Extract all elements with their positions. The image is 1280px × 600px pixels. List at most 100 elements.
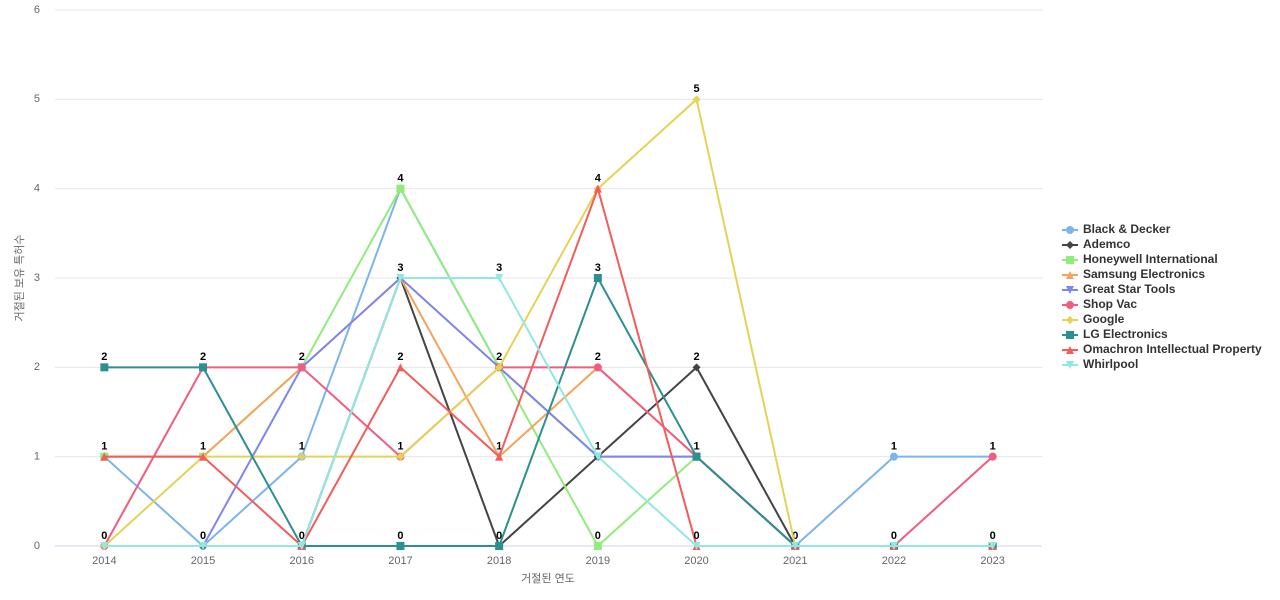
point (396, 184, 405, 193)
point (988, 452, 997, 461)
point (889, 452, 898, 461)
point (199, 542, 208, 550)
x-tick-label: 2020 (684, 555, 708, 567)
point (889, 542, 898, 550)
data-label: 0 (496, 530, 502, 542)
point (791, 542, 800, 550)
legend-label: Omachron Intellectual Property (1083, 342, 1262, 356)
data-label: 2 (101, 351, 107, 363)
x-tick-label: 2014 (92, 555, 116, 567)
data-label: 0 (101, 530, 107, 542)
data-label: 2 (200, 351, 206, 363)
legend-label: Samsung Electronics (1083, 267, 1205, 281)
y-tick-label: 5 (34, 93, 40, 105)
data-label: 0 (299, 530, 305, 542)
point (297, 542, 306, 550)
point (495, 542, 504, 550)
data-label: 1 (990, 441, 996, 453)
data-label: 1 (397, 441, 403, 453)
x-tick-label: 2021 (783, 555, 807, 567)
y-axis-title: 거절된 보유 특허수 (13, 234, 26, 321)
point (593, 542, 602, 550)
legend-label: Whirlpool (1083, 357, 1138, 371)
legend-item[interactable]: Great Star Tools (1062, 282, 1176, 296)
legend-item[interactable]: LG Electronics (1062, 327, 1168, 341)
point (495, 452, 504, 461)
y-tick-label: 2 (34, 361, 40, 373)
data-label: 1 (200, 441, 206, 453)
data-label: 2 (595, 351, 601, 363)
legend-label: Great Star Tools (1083, 282, 1176, 296)
point (593, 363, 602, 372)
point (199, 452, 208, 461)
x-tick-label: 2018 (487, 555, 511, 567)
data-label: 1 (101, 441, 107, 453)
legend-label: Shop Vac (1083, 297, 1137, 311)
x-tick-label: 2017 (388, 555, 412, 567)
legend-item[interactable]: Shop Vac (1062, 297, 1137, 311)
x-tick-label: 2015 (191, 555, 215, 567)
point (396, 363, 405, 372)
legend-label: Google (1083, 312, 1125, 326)
point (100, 542, 109, 550)
data-label: 3 (397, 262, 403, 274)
point (1066, 241, 1074, 249)
data-label: 0 (693, 530, 699, 542)
legend-item[interactable]: Ademco (1062, 237, 1130, 251)
point (1066, 286, 1074, 294)
data-label: 4 (595, 173, 602, 185)
data-label: 0 (595, 530, 601, 542)
y-tick-label: 6 (34, 4, 40, 16)
y-tick-label: 3 (34, 272, 40, 284)
data-label: 0 (200, 530, 206, 542)
data-label: 0 (990, 530, 996, 542)
point (495, 363, 504, 372)
x-tick-label: 2019 (586, 555, 610, 567)
legend-label: Honeywell International (1083, 252, 1218, 266)
legend-item[interactable]: Omachron Intellectual Property (1062, 342, 1262, 356)
data-label: 3 (496, 262, 502, 274)
point (692, 542, 701, 550)
point (692, 363, 701, 372)
data-label: 1 (595, 441, 601, 453)
point (1066, 346, 1074, 354)
x-tick-label: 2016 (290, 555, 314, 567)
point (1066, 226, 1074, 234)
point (1066, 256, 1074, 264)
data-label: 1 (496, 441, 502, 453)
legend-item[interactable]: Whirlpool (1062, 357, 1138, 371)
point (297, 452, 306, 461)
point (199, 363, 208, 372)
data-label: 4 (397, 173, 404, 185)
data-label: 5 (693, 83, 699, 95)
x-tick-label: 2023 (980, 555, 1004, 567)
legend-item[interactable]: Google (1062, 312, 1125, 326)
data-label: 2 (496, 351, 502, 363)
legend-label: Ademco (1083, 237, 1130, 251)
point (692, 452, 701, 461)
data-label: 0 (792, 530, 798, 542)
data-label: 2 (397, 351, 403, 363)
data-label: 3 (595, 262, 601, 274)
point (100, 363, 109, 372)
data-label: 1 (891, 441, 897, 453)
point (100, 452, 109, 461)
x-axis-title: 거절된 연도 (521, 572, 575, 585)
series-line (104, 277, 993, 547)
legend-item[interactable]: Black & Decker (1062, 222, 1171, 236)
legend-item[interactable]: Honeywell International (1062, 252, 1218, 266)
x-tick-label: 2022 (882, 555, 906, 567)
point (593, 184, 602, 193)
legend-item[interactable]: Samsung Electronics (1062, 267, 1205, 281)
point (396, 452, 405, 461)
point (396, 542, 405, 550)
point (297, 363, 306, 372)
point (593, 452, 602, 461)
point (1066, 361, 1074, 369)
data-label: 0 (891, 530, 897, 542)
point (1066, 316, 1074, 324)
point (988, 542, 997, 550)
y-tick-label: 4 (34, 183, 40, 195)
data-label: 2 (299, 351, 305, 363)
